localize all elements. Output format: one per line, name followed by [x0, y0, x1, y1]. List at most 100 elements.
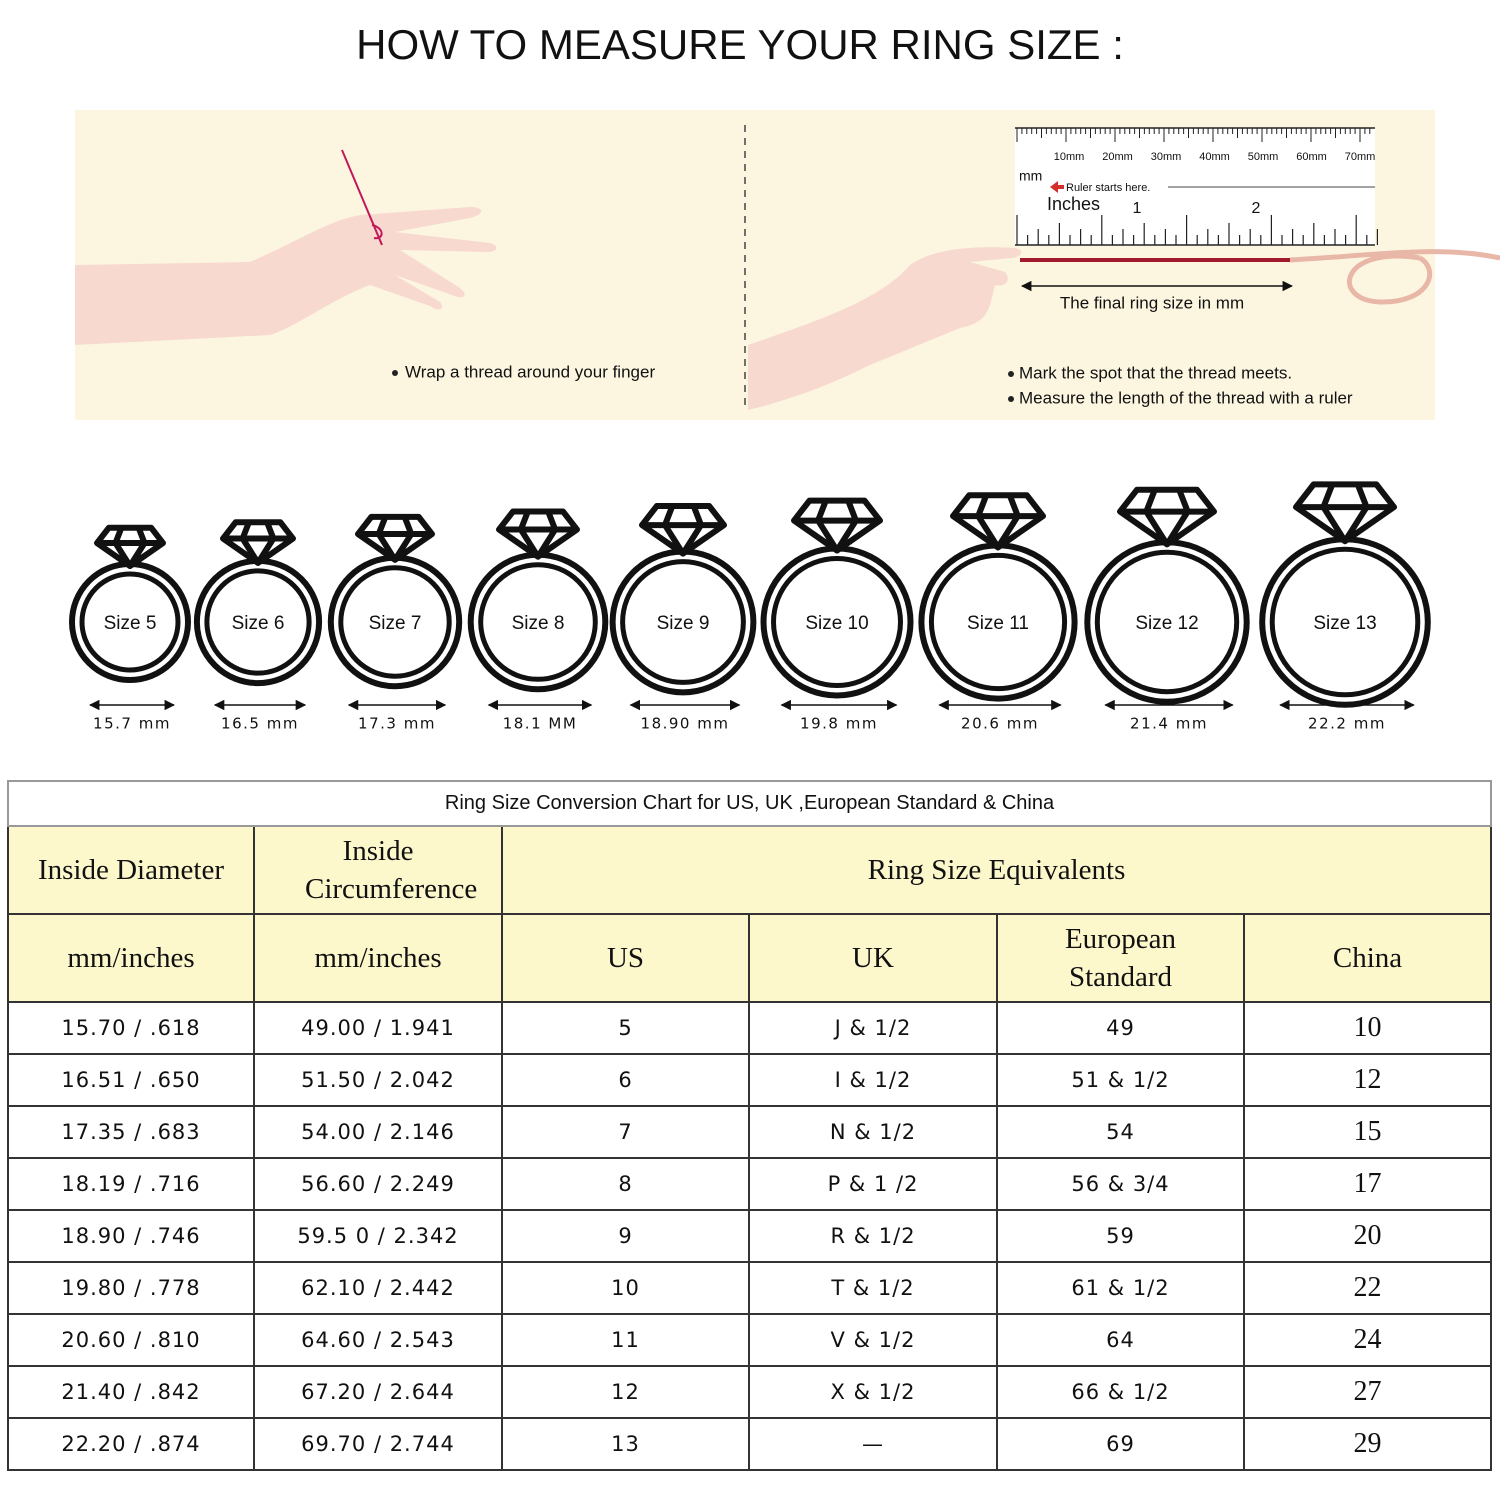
ring-label: Size 7	[369, 613, 422, 634]
table-cell: R & 1/2	[748, 1209, 998, 1263]
table-cell: 24	[1242, 1313, 1493, 1367]
caption-row: Ring Size Conversion Chart for US, UK ,E…	[6, 780, 1493, 827]
table-cell: 64	[996, 1313, 1245, 1367]
diamond	[1117, 486, 1217, 548]
inch-unit: Inches	[1047, 194, 1100, 214]
table-cell: 27	[1242, 1365, 1493, 1419]
mm-label: 30mm	[1151, 151, 1182, 163]
ring: Size 13 22.2 mm	[1259, 481, 1431, 733]
ring-label: Size 6	[232, 613, 285, 634]
table-cell: 69	[996, 1417, 1245, 1471]
ring-label: Size 8	[512, 613, 565, 634]
ring: Size 5 15.7 mm	[69, 524, 191, 733]
hand	[75, 207, 497, 345]
table-cell: 6	[501, 1053, 750, 1107]
table-cell: 13	[501, 1417, 750, 1471]
table-cell: 8	[501, 1157, 750, 1211]
diamond	[355, 513, 435, 563]
step-text: Mark the spot that the thread meets.	[1019, 363, 1292, 382]
mm-label: 40mm	[1199, 151, 1230, 163]
ring-label: Size 12	[1135, 613, 1198, 634]
ring-inner	[478, 562, 598, 682]
table-cell: 9	[501, 1209, 750, 1263]
ring-inner	[928, 552, 1068, 692]
guide: HOW TO MEASURE YOUR RING SIZE : mm Ruler…	[69, 21, 1500, 733]
table-cell: 10	[501, 1261, 750, 1315]
start-note: Ruler starts here.	[1066, 182, 1150, 194]
table-cell: 18.90 / .746	[7, 1209, 255, 1263]
diamond	[791, 497, 883, 554]
table-cell: 56 & 3/4	[996, 1157, 1245, 1211]
ring-label: Size 10	[805, 613, 868, 634]
ring-label: Size 11	[967, 613, 1029, 634]
mm-unit: mm	[1019, 168, 1042, 184]
table-cell: 20.60 / .810	[7, 1313, 255, 1367]
ruler: mm Ruler starts here. Inches 1 2 10mm 20m…	[1015, 127, 1379, 246]
diameter-label: 18.90 mm	[641, 715, 730, 733]
diamond	[496, 508, 580, 560]
hand	[748, 247, 1022, 410]
ring-inner	[771, 556, 903, 688]
table-cell: 29	[1242, 1417, 1493, 1471]
diamond	[639, 503, 727, 557]
table-cell: 54.00 / 2.146	[253, 1105, 503, 1159]
table-cell: 7	[501, 1105, 750, 1159]
subheader-row: mm/inches mm/inches US UK European Standard C…	[7, 913, 1493, 1003]
table-cell: 17	[1242, 1157, 1493, 1211]
ring: Size 7 17.3 mm	[327, 513, 463, 733]
table-cell: T & 1/2	[748, 1261, 998, 1315]
table-cell: J & 1/2	[748, 1001, 998, 1055]
table-cell: 18.19 / .716	[7, 1157, 255, 1211]
diamond	[950, 492, 1046, 551]
table-cell: 64.60 / 2.543	[253, 1313, 503, 1367]
inch-label: 1	[1133, 200, 1142, 217]
table-cell: V & 1/2	[748, 1313, 998, 1367]
bullet	[1008, 371, 1014, 377]
header-cell: Inside Diameter	[7, 825, 255, 915]
table-cell: 49.00 / 1.941	[253, 1001, 503, 1055]
diameter-label: 15.7 mm	[93, 715, 171, 733]
table-cell: 5	[501, 1001, 750, 1055]
mm-label: 10mm	[1054, 151, 1085, 163]
ring-inner	[204, 568, 312, 676]
diameter-label: 20.6 mm	[961, 715, 1039, 733]
table-cell: 59.5 0 / 2.342	[253, 1209, 503, 1263]
subheader-cell: mm/inches	[7, 913, 255, 1003]
table-cell: 56.60 / 2.249	[253, 1157, 503, 1211]
table-row: 18.19 / .716 56.60 / 2.249 8 P & 1 /2 56 & 3…	[7, 1157, 1493, 1211]
table-cell: 15.70 / .618	[7, 1001, 255, 1055]
start-arrow	[1050, 181, 1064, 193]
table-cell: 67.20 / 2.644	[253, 1365, 503, 1419]
step-text: Measure the length of the thread with a …	[1019, 388, 1353, 407]
ring-inner	[79, 571, 181, 673]
table-cell: 19.80 / .778	[7, 1261, 255, 1315]
ring: Size 11 20.6 mm	[918, 492, 1078, 733]
ring-inner	[1094, 549, 1240, 695]
table-cell: 61 & 1/2	[996, 1261, 1245, 1315]
conversion-table: Ring Size Conversion Chart for US, UK ,E…	[6, 780, 1493, 1471]
table-row: 21.40 / .842 67.20 / 2.644 12 X & 1/2 66 & 1…	[7, 1365, 1493, 1419]
result-note: The final ring size in mm	[1060, 293, 1244, 312]
ring-label: Size 5	[104, 613, 157, 634]
ring: Size 8 18.1 MM	[467, 508, 609, 733]
table-row: 19.80 / .778 62.10 / 2.442 10 T & 1/2 61 & 1…	[7, 1261, 1493, 1315]
table-row: 20.60 / .810 64.60 / 2.543 11 V & 1/2 64 24	[7, 1313, 1493, 1367]
table-row: 18.90 / .746 59.5 0 / 2.342 9 R & 1/2 59 20	[7, 1209, 1493, 1263]
table-cell: 20	[1242, 1209, 1493, 1263]
table-cell: 11	[501, 1313, 750, 1367]
ring-inner	[338, 565, 452, 679]
ring: Size 9 18.90 mm	[609, 503, 757, 733]
table-row: 15.70 / .618 49.00 / 1.941 5 J & 1/2 49 10	[7, 1001, 1493, 1055]
inch-label: 2	[1252, 200, 1261, 217]
diamond	[1293, 481, 1397, 545]
table-row: 16.51 / .650 51.50 / 2.042 6 I & 1/2 51 & 1/…	[7, 1053, 1493, 1107]
bullet	[1008, 396, 1014, 402]
table-cell: —	[748, 1417, 998, 1471]
table-cell: 66 & 1/2	[996, 1365, 1245, 1419]
diameter-label: 21.4 mm	[1130, 715, 1208, 733]
table-cell: N & 1/2	[748, 1105, 998, 1159]
diameter-label: 16.5 mm	[221, 715, 299, 733]
step-text: Wrap a thread around your finger	[405, 362, 655, 381]
